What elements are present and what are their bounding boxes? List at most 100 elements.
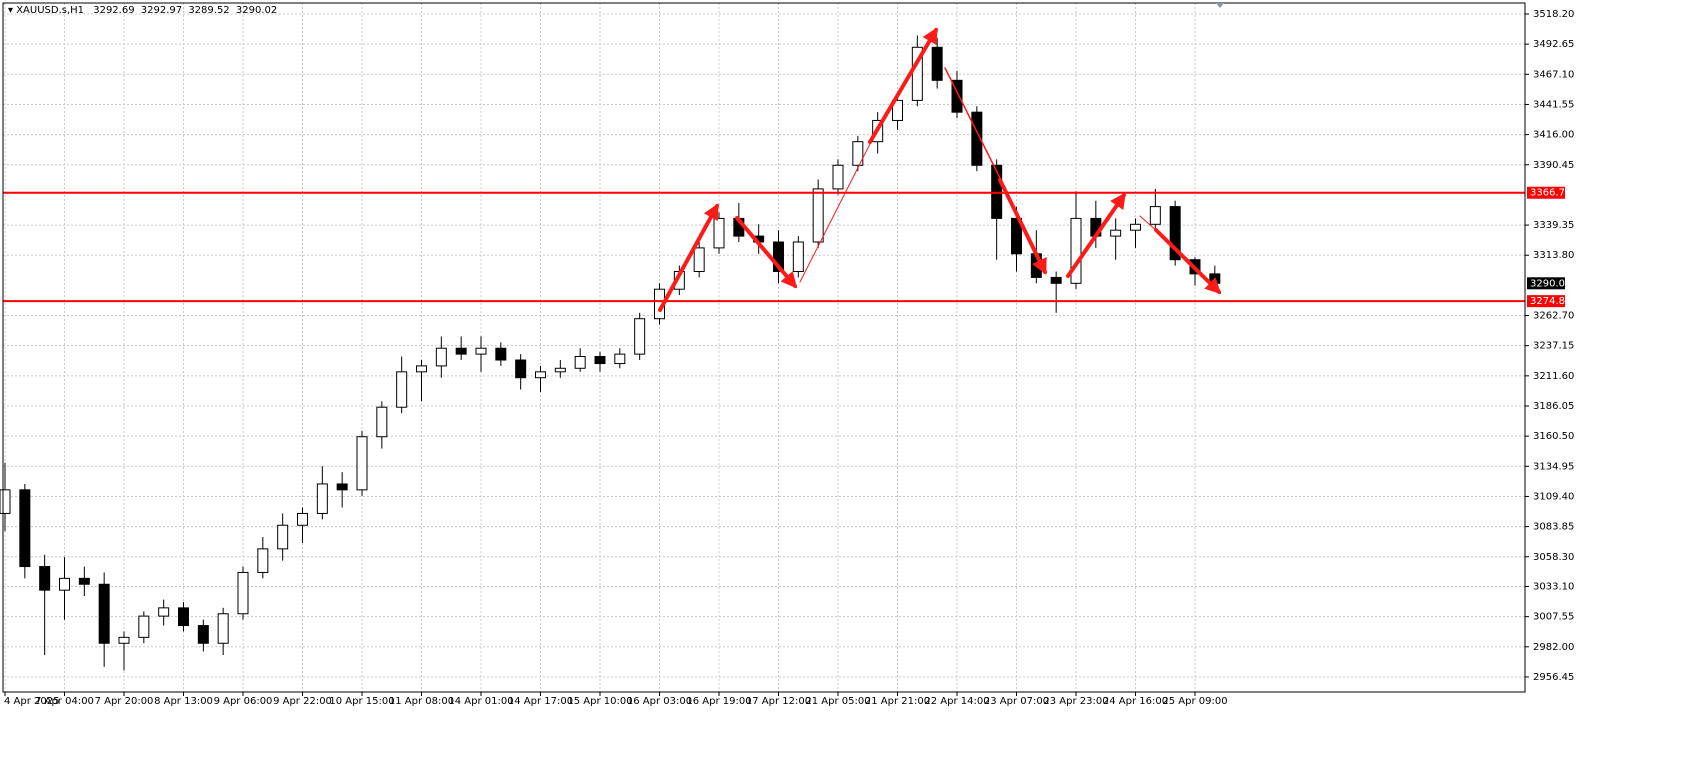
candle-body	[277, 524, 289, 550]
candle-body	[614, 353, 626, 365]
plot-frame	[2, 2, 1526, 693]
y-tick-label: 3518.20	[1533, 9, 1574, 20]
candle-body	[931, 46, 943, 81]
candle-body	[832, 164, 844, 190]
candle-body	[356, 436, 368, 491]
candle-body	[416, 365, 427, 373]
y-tick-label: 3262.70	[1533, 311, 1574, 322]
y-tick-label: 3416.00	[1533, 130, 1574, 141]
x-tick-label: 4 Apr 2025	[4, 696, 59, 707]
candle-body	[475, 347, 487, 355]
chart-header: ▾ XAUUSD.s,H1 3292.69 3292.97 3289.52 32…	[8, 5, 277, 16]
candle-body	[812, 188, 824, 243]
x-tick-label: 24 Apr 16:00	[1103, 696, 1168, 707]
y-tick-label: 3058.30	[1533, 552, 1574, 563]
candle-body	[435, 347, 447, 367]
candle-body	[693, 247, 705, 273]
x-tick-label: 10 Apr 15:00	[329, 696, 394, 707]
y-tick-label: 3467.10	[1533, 69, 1574, 80]
candle-body	[0, 489, 11, 514]
x-tick-label: 11 Apr 08:00	[389, 696, 454, 707]
y-tick-label: 3492.65	[1533, 39, 1574, 50]
candle-body	[138, 615, 150, 638]
x-tick-label: 7 Apr 04:00	[35, 696, 94, 707]
candle-body	[316, 483, 328, 514]
candle-body	[773, 241, 784, 273]
x-tick-label: 14 Apr 17:00	[508, 696, 573, 707]
x-tick-label: 25 Apr 09:00	[1162, 696, 1227, 707]
x-tick-label: 16 Apr 03:00	[627, 696, 692, 707]
header-low: 3289.52	[188, 5, 229, 16]
candle-body	[1070, 217, 1082, 284]
candle-body	[892, 99, 903, 121]
level-label: 3366.75	[1530, 188, 1571, 199]
candle-body	[574, 355, 586, 369]
candle-body	[594, 355, 606, 365]
y-tick-label: 2956.45	[1533, 672, 1574, 683]
y-tick-label: 3109.40	[1533, 491, 1574, 502]
candle-body	[59, 577, 70, 591]
candle-body	[78, 577, 90, 585]
candle-body	[297, 512, 308, 526]
candle-body	[951, 79, 963, 113]
level-label: 3274.89	[1530, 296, 1571, 307]
x-tick-label: 14 Apr 01:00	[448, 696, 513, 707]
x-tick-label: 9 Apr 06:00	[214, 696, 273, 707]
y-tick-label: 3237.15	[1533, 341, 1574, 352]
candle-body	[396, 371, 408, 408]
y-tick-label: 3390.45	[1533, 160, 1574, 171]
candle-body	[1130, 223, 1141, 231]
price-label-bg	[1527, 277, 1565, 290]
y-tick-label: 3033.10	[1533, 581, 1574, 592]
candle-body	[554, 367, 566, 373]
candle-body	[376, 406, 388, 438]
candle-body	[39, 566, 51, 591]
candle-body	[237, 571, 249, 615]
x-tick-label: 15 Apr 10:00	[567, 696, 632, 707]
candle-body	[336, 483, 348, 491]
y-tick-label: 3134.95	[1533, 461, 1574, 472]
y-tick-label: 2982.00	[1533, 642, 1574, 653]
candle-body	[217, 613, 229, 644]
candle-body	[515, 359, 527, 379]
candle-body	[1011, 217, 1022, 255]
price-label: 3290.02	[1530, 278, 1571, 289]
symbol: XAUUSD.s,H1	[16, 5, 84, 16]
candle-body	[634, 318, 646, 355]
candle-body	[118, 636, 130, 644]
candle-body	[257, 548, 269, 573]
x-tick-label: 22 Apr 14:00	[924, 696, 989, 707]
x-tick-label: 8 Apr 13:00	[154, 696, 213, 707]
y-tick-label: 3186.05	[1533, 401, 1574, 412]
candle-body	[158, 607, 170, 617]
y-tick-label: 3007.55	[1533, 612, 1574, 623]
candle-body	[535, 371, 546, 379]
y-tick-label: 3083.85	[1533, 522, 1574, 533]
candle-body	[792, 241, 804, 273]
candle-body	[1050, 276, 1062, 284]
y-tick-label: 3313.80	[1533, 250, 1574, 261]
candle-body	[98, 583, 110, 644]
candle-body	[455, 347, 467, 355]
candle-body	[852, 141, 864, 166]
level-label-bg	[1527, 186, 1565, 199]
candle-body	[971, 111, 983, 166]
x-tick-label: 9 Apr 22:00	[273, 696, 332, 707]
candle-body	[495, 347, 507, 361]
x-tick-label: 21 Apr 05:00	[805, 696, 870, 707]
x-tick-label: 21 Apr 21:00	[865, 696, 930, 707]
header-high: 3292.97	[141, 5, 182, 16]
shift-marker	[1216, 3, 1224, 8]
header-close: 3290.02	[236, 5, 277, 16]
candle-body	[1110, 229, 1122, 237]
y-tick-label: 3441.55	[1533, 99, 1574, 110]
x-tick-label: 7 Apr 20:00	[95, 696, 154, 707]
candle-body	[197, 625, 209, 644]
annotation-arrows	[658, 27, 1222, 312]
level-label-bg	[1527, 295, 1565, 308]
header-open: 3292.69	[93, 5, 134, 16]
candle-body	[1169, 206, 1181, 261]
x-tick-label: 16 Apr 19:00	[686, 696, 751, 707]
candle-body	[19, 489, 31, 568]
